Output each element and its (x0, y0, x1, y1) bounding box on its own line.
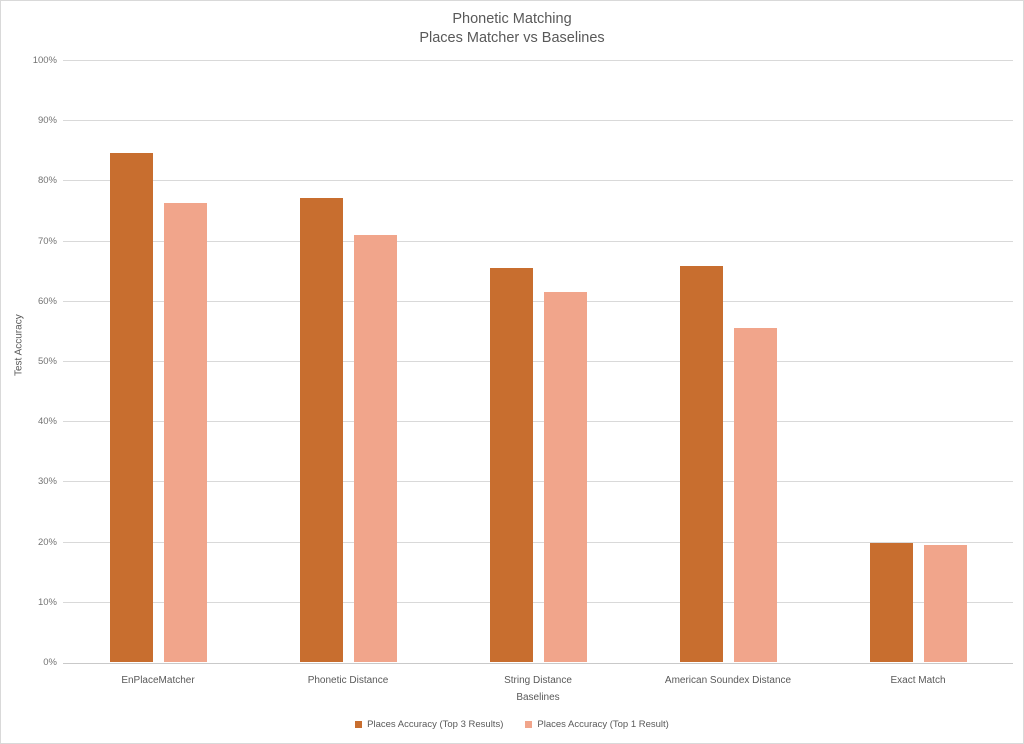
x-category-label-phonetic-distance: Phonetic Distance (307, 675, 389, 686)
legend: Places Accuracy (Top 3 Results) Places Ac… (1, 719, 1023, 730)
x-category-label-american-soundex-distance: American Soundex Distance (664, 675, 792, 686)
gridline-40% (63, 421, 1013, 423)
gridline-20% (63, 541, 1013, 543)
chart-title: Phonetic Matching Places Matcher vs Base… (1, 10, 1023, 48)
bar-string-distance-series-2 (543, 291, 587, 662)
y-tick-label-80%: 80% (37, 175, 57, 187)
bar-exact-match-series-1 (869, 543, 913, 662)
x-axis-line (63, 663, 1013, 664)
y-tick-label-40%: 40% (37, 416, 57, 428)
chart-title-line1: Phonetic Matching (452, 11, 572, 27)
plot-area (63, 60, 1013, 664)
gridline-100% (63, 60, 1013, 61)
legend-label: Places Accuracy (Top 1 Result) (537, 719, 669, 730)
bar-phonetic-distance-series-2 (353, 234, 397, 662)
x-category-label-enplacematcher: EnPlaceMatcher (121, 675, 195, 686)
x-category-label-exact-match: Exact Match (890, 675, 946, 686)
gridline-70% (63, 240, 1013, 242)
x-axis-title: Baselines (516, 692, 560, 703)
y-tick-label-50%: 50% (37, 356, 57, 367)
bar-american-soundex-distance-series-2 (733, 327, 777, 662)
bar-phonetic-distance-series-1 (299, 198, 343, 662)
bar-string-distance-series-1 (489, 267, 533, 662)
chart-title-line2: Places Matcher vs Baselines (419, 30, 605, 46)
y-tick-label-60%: 60% (37, 295, 57, 307)
gridline-80% (63, 180, 1013, 182)
bar-exact-match-series-2 (923, 545, 967, 662)
gridline-90% (63, 120, 1013, 122)
bar-enplacematcher-series-2 (163, 202, 207, 662)
y-tick-label-90%: 90% (37, 115, 57, 127)
y-tick-label-0%: 0% (43, 657, 57, 668)
y-tick-label-20%: 20% (37, 536, 57, 548)
legend-swatch-icon (355, 721, 363, 728)
legend-label: Places Accuracy (Top 3 Results) (367, 719, 504, 730)
gridline-10% (63, 601, 1013, 603)
bar-enplacematcher-series-1 (109, 153, 153, 662)
gridline-30% (63, 481, 1013, 483)
y-tick-label-100%: 100% (32, 55, 57, 66)
y-tick-label-70%: 70% (37, 235, 57, 247)
legend-swatch-icon (525, 721, 533, 728)
gridline-60% (63, 300, 1013, 302)
y-tick-label-10%: 10% (37, 596, 57, 608)
x-category-label-string-distance: String Distance (504, 675, 572, 686)
gridline-50% (63, 361, 1013, 362)
bar-american-soundex-distance-series-1 (679, 265, 723, 662)
legend-item-1: Places Accuracy (Top 3 Results) (355, 719, 503, 730)
y-tick-label-30%: 30% (37, 476, 57, 488)
legend-item-2: Places Accuracy (Top 1 Result) (525, 719, 669, 730)
